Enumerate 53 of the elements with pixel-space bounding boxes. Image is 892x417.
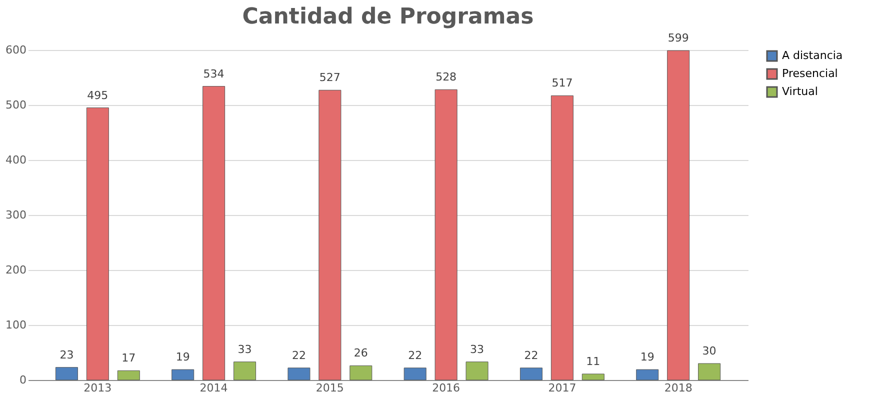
- legend-label: Presencial: [782, 67, 838, 80]
- bar: [86, 108, 109, 380]
- data-label: 17: [122, 352, 136, 365]
- bar: [55, 367, 78, 380]
- legend-label: A distancia: [782, 49, 843, 62]
- x-tick-label: 2017: [548, 382, 576, 394]
- x-tick-label: 2016: [432, 382, 460, 394]
- data-label: 599: [668, 32, 689, 45]
- bar: [550, 95, 574, 380]
- bar: [318, 90, 342, 380]
- chart-title: Cantidad de Programas: [242, 4, 534, 30]
- bar: [404, 368, 426, 380]
- legend-label: Virtual: [782, 85, 818, 98]
- data-label: 22: [524, 348, 538, 362]
- y-tick-label: 500: [6, 98, 26, 112]
- bar: [350, 365, 372, 380]
- bar: [636, 369, 659, 380]
- data-label: 527: [319, 71, 340, 84]
- data-label: 26: [354, 346, 368, 360]
- data-label: 517: [552, 76, 573, 90]
- y-tick-label: 200: [6, 264, 26, 276]
- y-tick-label: 100: [6, 318, 26, 332]
- bar: [698, 363, 721, 380]
- x-tick-label: 2018: [664, 382, 692, 394]
- data-label: 19: [176, 350, 190, 364]
- data-label: 22: [408, 348, 422, 362]
- bar: [667, 50, 690, 380]
- bar: [582, 374, 604, 380]
- bar: [172, 369, 194, 380]
- data-label: 534: [203, 67, 224, 80]
- bar: [202, 86, 226, 380]
- data-label: 23: [60, 348, 74, 362]
- data-label: 33: [238, 342, 252, 356]
- y-tick-label: 600: [6, 44, 26, 56]
- x-tick-label: 2014: [200, 382, 228, 394]
- data-label: 528: [436, 70, 457, 84]
- y-tick-label: 400: [6, 154, 26, 166]
- data-label: 495: [87, 88, 108, 102]
- bar: [117, 370, 140, 380]
- bar: [434, 89, 458, 380]
- x-tick-label: 2015: [316, 382, 344, 394]
- bar: [288, 368, 310, 380]
- data-label: 11: [586, 354, 600, 368]
- y-tick-label: 0: [20, 374, 26, 386]
- data-label: 30: [702, 344, 716, 358]
- data-label: 22: [292, 348, 306, 362]
- x-tick-label: 2013: [84, 382, 112, 394]
- bar: [234, 362, 256, 380]
- bar: [466, 362, 488, 380]
- data-label: 19: [640, 350, 654, 364]
- data-label: 33: [470, 342, 484, 356]
- y-tick-label: 300: [6, 208, 26, 222]
- bar: [520, 368, 542, 380]
